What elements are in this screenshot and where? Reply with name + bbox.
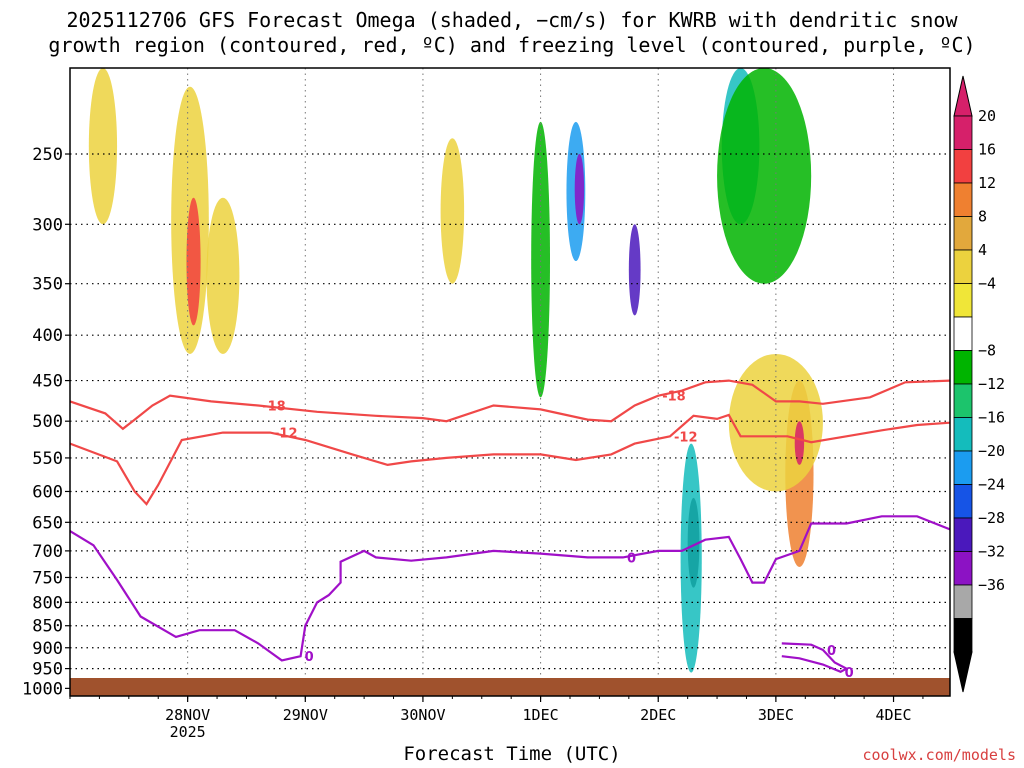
y-tick-label: 750 xyxy=(32,568,63,588)
y-tick-label: 800 xyxy=(32,593,63,613)
x-tick-label: 29NOV xyxy=(283,706,328,724)
x-tick-label: 28NOV xyxy=(165,706,210,724)
colorbar-segment xyxy=(953,283,973,318)
colorbar-segment xyxy=(953,584,973,619)
colorbar-segment xyxy=(953,149,973,184)
colorbar-label: −16 xyxy=(978,409,1005,427)
contour-label: 0 xyxy=(627,551,636,566)
colorbar-segment xyxy=(953,350,973,385)
colorbar-bottom-arrow xyxy=(953,651,973,693)
colorbar-segment xyxy=(953,182,973,217)
colorbar-segment xyxy=(953,417,973,452)
y-tick-label: 350 xyxy=(32,275,63,295)
y-tick-label: 700 xyxy=(32,542,63,562)
y-tick-label: 650 xyxy=(32,513,63,533)
omega-feature-0 xyxy=(88,68,118,225)
contour-line xyxy=(69,413,951,506)
y-axis: 2503003504004505005506006507007508008509… xyxy=(22,145,70,699)
colorbar-label: −24 xyxy=(978,476,1005,494)
colorbar-label: −12 xyxy=(978,375,1005,393)
colorbar-label: 4 xyxy=(978,241,987,259)
y-tick-label: 550 xyxy=(32,449,63,469)
contour-label: -18 xyxy=(662,390,686,405)
colorbar-segment xyxy=(953,216,973,251)
y-tick-label: 850 xyxy=(32,617,63,637)
colorbar-segment xyxy=(953,249,973,284)
omega-feature-2 xyxy=(186,197,201,326)
colorbar-top-arrow xyxy=(953,75,973,117)
colorbar-label: 16 xyxy=(978,141,996,159)
omega-feature-15 xyxy=(794,421,805,465)
x-axis-label: Forecast Time (UTC) xyxy=(403,743,621,765)
colorbar-segment xyxy=(953,383,973,418)
x-tick-label: 4DEC xyxy=(875,706,911,724)
y-tick-label: 300 xyxy=(32,215,63,235)
colorbar: 20 16 12 8 4 −4 −8 −12 −16 −20 −24 −28 −32 −36 xyxy=(953,75,1005,693)
y-tick-label: 250 xyxy=(32,145,63,165)
chart-title-line-2: growth region (contoured, red, ºC) and f… xyxy=(48,33,976,57)
colorbar-segment xyxy=(953,484,973,519)
omega-feature-7 xyxy=(574,154,585,225)
contour-label: -18 xyxy=(262,399,286,414)
x-tick-label: 1DEC xyxy=(523,706,559,724)
colorbar-label: −8 xyxy=(978,342,996,360)
x-tick-sublabel: 2025 xyxy=(170,723,206,741)
x-tick-label: 2DEC xyxy=(640,706,676,724)
colorbar-label: 20 xyxy=(978,107,996,125)
colorbar-segment xyxy=(953,517,973,552)
colorbar-segment xyxy=(953,450,973,485)
colorbar-label: −4 xyxy=(978,275,996,293)
ground-surface xyxy=(70,678,950,696)
omega-feature-12 xyxy=(717,67,812,284)
y-tick-label: 950 xyxy=(32,660,63,680)
contour-line xyxy=(781,642,849,674)
colorbar-label: 8 xyxy=(978,208,987,226)
colorbar-label: 12 xyxy=(978,174,996,192)
y-tick-label: 400 xyxy=(32,326,63,346)
colorbar-label: −32 xyxy=(978,543,1005,561)
contour-line xyxy=(69,379,951,431)
colorbar-segment xyxy=(953,316,973,351)
x-tick-label: 30NOV xyxy=(400,706,445,724)
omega-feature-3 xyxy=(206,197,240,354)
omega-feature-10 xyxy=(680,443,702,673)
y-tick-label: 1000 xyxy=(22,679,63,699)
y-tick-label: 500 xyxy=(32,412,63,432)
contour-label: 0 xyxy=(827,644,836,659)
colorbar-segment xyxy=(953,115,973,150)
colorbar-label: −36 xyxy=(978,576,1005,594)
contour-label: 0 xyxy=(845,666,854,681)
source-credit: coolwx.com/models xyxy=(862,746,1016,764)
colorbar-label: −28 xyxy=(978,509,1005,527)
y-tick-label: 900 xyxy=(32,639,63,659)
colorbar-segment xyxy=(953,551,973,586)
y-tick-label: 600 xyxy=(32,482,63,502)
colorbar-segment xyxy=(953,618,973,653)
omega-feature-8 xyxy=(628,224,641,316)
contour-line xyxy=(69,515,951,662)
omega-feature-4 xyxy=(440,138,465,284)
contour-label: 0 xyxy=(305,650,314,665)
x-tick-label: 3DEC xyxy=(758,706,794,724)
contour-label: -12 xyxy=(274,427,298,442)
colorbar-label: −20 xyxy=(978,442,1005,460)
y-tick-label: 450 xyxy=(32,372,63,392)
chart-title-line-1: 2025112706 GFS Forecast Omega (shaded, −… xyxy=(66,8,958,32)
omega-feature-5 xyxy=(531,121,551,398)
plot-border xyxy=(69,67,951,697)
contour-label: -12 xyxy=(674,430,698,445)
